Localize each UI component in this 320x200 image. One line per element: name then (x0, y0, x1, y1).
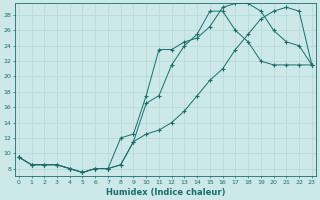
X-axis label: Humidex (Indice chaleur): Humidex (Indice chaleur) (106, 188, 225, 197)
